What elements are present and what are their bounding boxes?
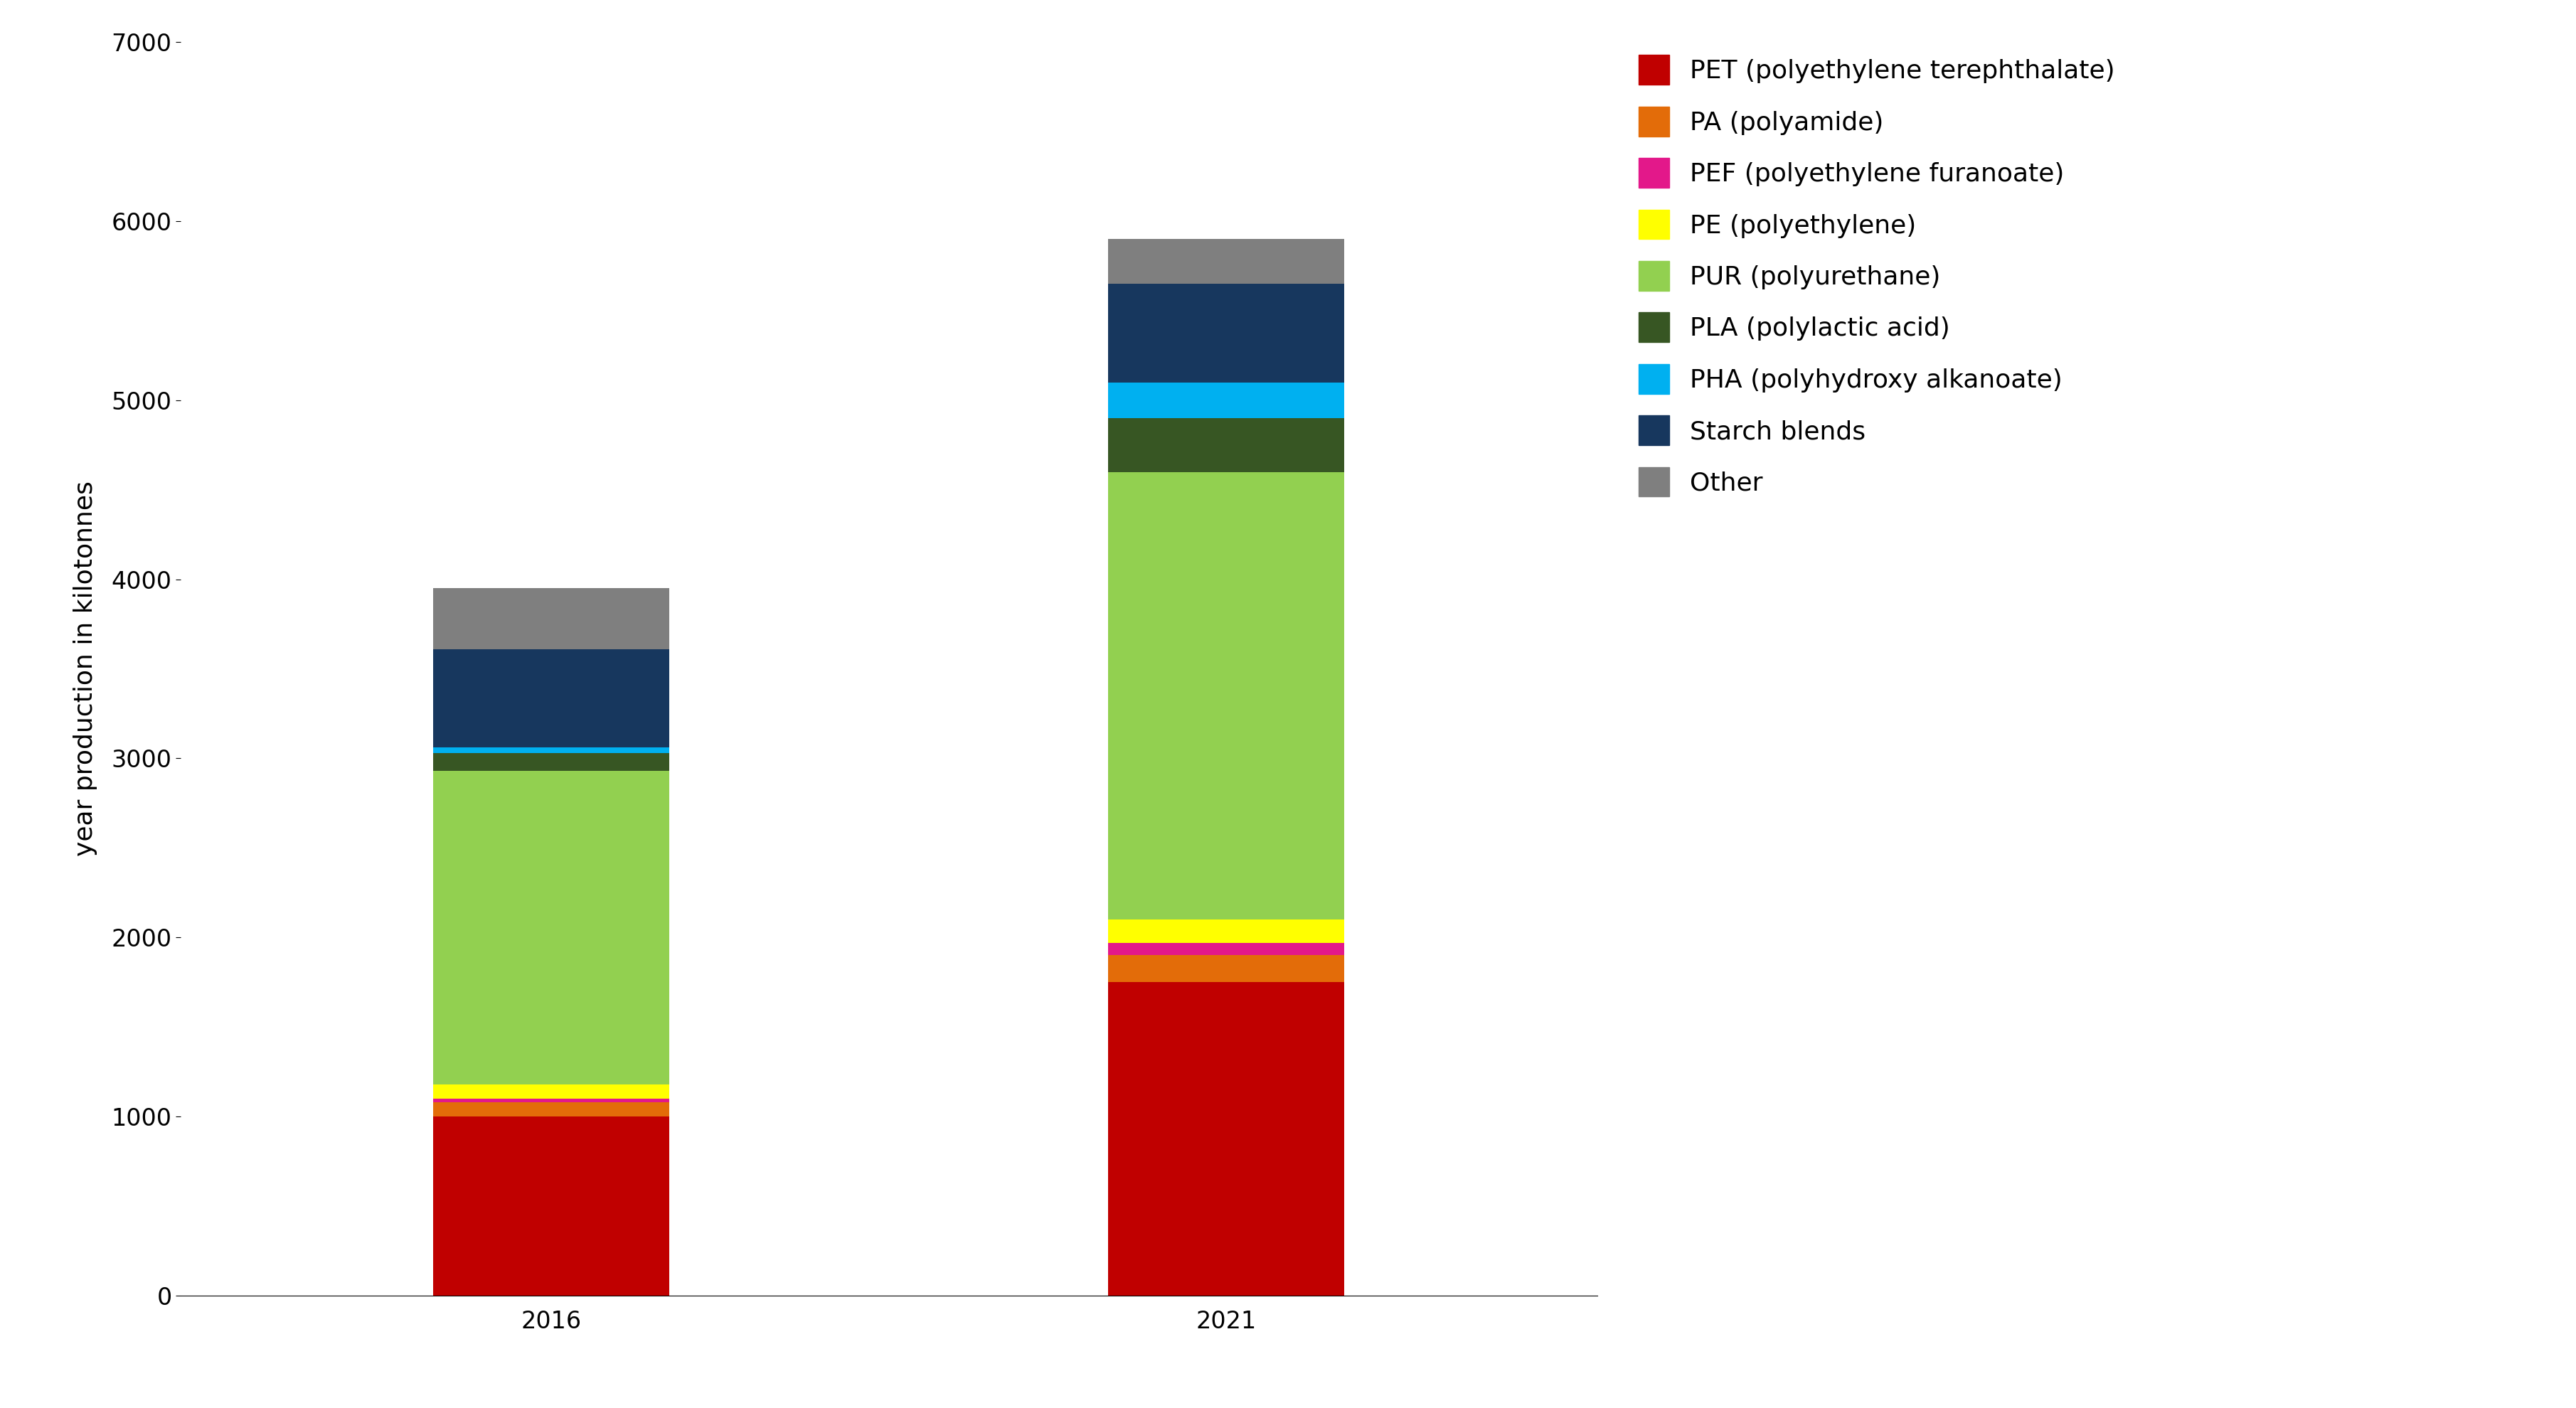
Bar: [433, 753, 670, 770]
Bar: [1108, 239, 1345, 284]
Bar: [1108, 383, 1345, 418]
Bar: [433, 649, 670, 748]
Bar: [1108, 955, 1345, 983]
Legend: PET (polyethylene terephthalate), PA (polyamide), PEF (polyethylene furanoate), : PET (polyethylene terephthalate), PA (po…: [1625, 42, 2128, 510]
Bar: [1108, 943, 1345, 955]
Bar: [433, 1098, 670, 1102]
Bar: [433, 1084, 670, 1098]
Bar: [1108, 919, 1345, 943]
Bar: [1108, 284, 1345, 383]
Bar: [433, 1117, 670, 1295]
Bar: [433, 748, 670, 753]
Bar: [433, 589, 670, 649]
Bar: [433, 1102, 670, 1117]
Bar: [1108, 472, 1345, 919]
Y-axis label: year production in kilotonnes: year production in kilotonnes: [72, 482, 98, 856]
Bar: [1108, 983, 1345, 1295]
Bar: [433, 770, 670, 1084]
Bar: [1108, 418, 1345, 472]
